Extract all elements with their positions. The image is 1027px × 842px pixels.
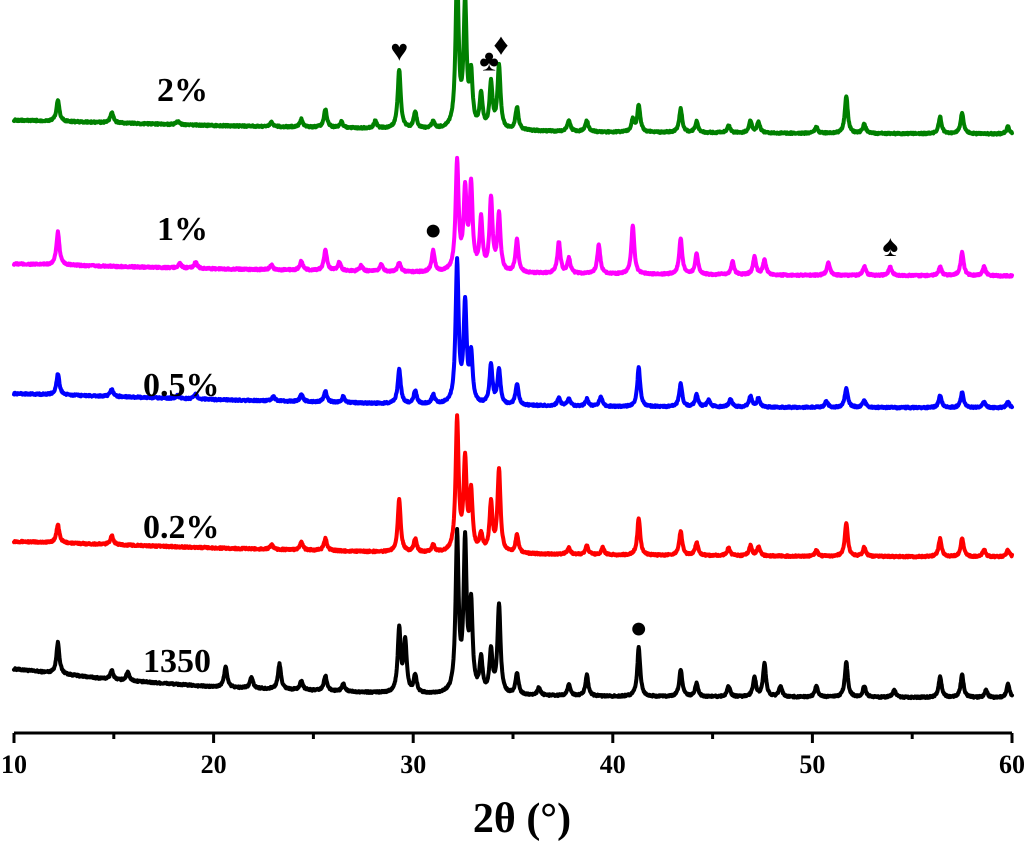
series-label-1%: 1% xyxy=(157,211,208,248)
series-layer: 1350 0.2% 0.5% 1% 2% xyxy=(12,0,1014,701)
x-tick-label-30: 30 xyxy=(400,750,426,779)
series-line-0.5% xyxy=(12,256,1014,411)
peak-marker-2: ♦ xyxy=(493,28,508,61)
series-label-2%: 2% xyxy=(157,72,208,109)
series-line-0.2% xyxy=(12,413,1014,560)
series-label-0.5%: 0.5% xyxy=(143,367,220,404)
x-tick-label-20: 20 xyxy=(201,750,227,779)
x-axis-title: 2θ (°) xyxy=(473,796,571,842)
x-axis: 10 20 30 40 50 60 xyxy=(1,731,1025,779)
series-label-0.2%: 0.2% xyxy=(143,509,220,546)
x-tick-label-10: 10 xyxy=(1,750,27,779)
series-line-1% xyxy=(12,155,1014,279)
x-tick-label-40: 40 xyxy=(600,750,626,779)
peak-marker-3: ● xyxy=(424,214,442,247)
peak-marker-1: ♣ xyxy=(479,44,499,77)
x-tick-label-50: 50 xyxy=(799,750,825,779)
peak-marker-5: ● xyxy=(630,612,648,645)
peak-marker-0: ♥ xyxy=(390,34,408,67)
series-label-1350: 1350 xyxy=(143,643,211,680)
x-tick-label-60: 60 xyxy=(999,750,1025,779)
annotation-layer: ♥ ♣♦ ● ♠ ● xyxy=(390,28,898,644)
peak-marker-4: ♠ xyxy=(882,230,898,263)
series-line-1350 xyxy=(12,527,1014,701)
series-line-2% xyxy=(12,0,1014,137)
